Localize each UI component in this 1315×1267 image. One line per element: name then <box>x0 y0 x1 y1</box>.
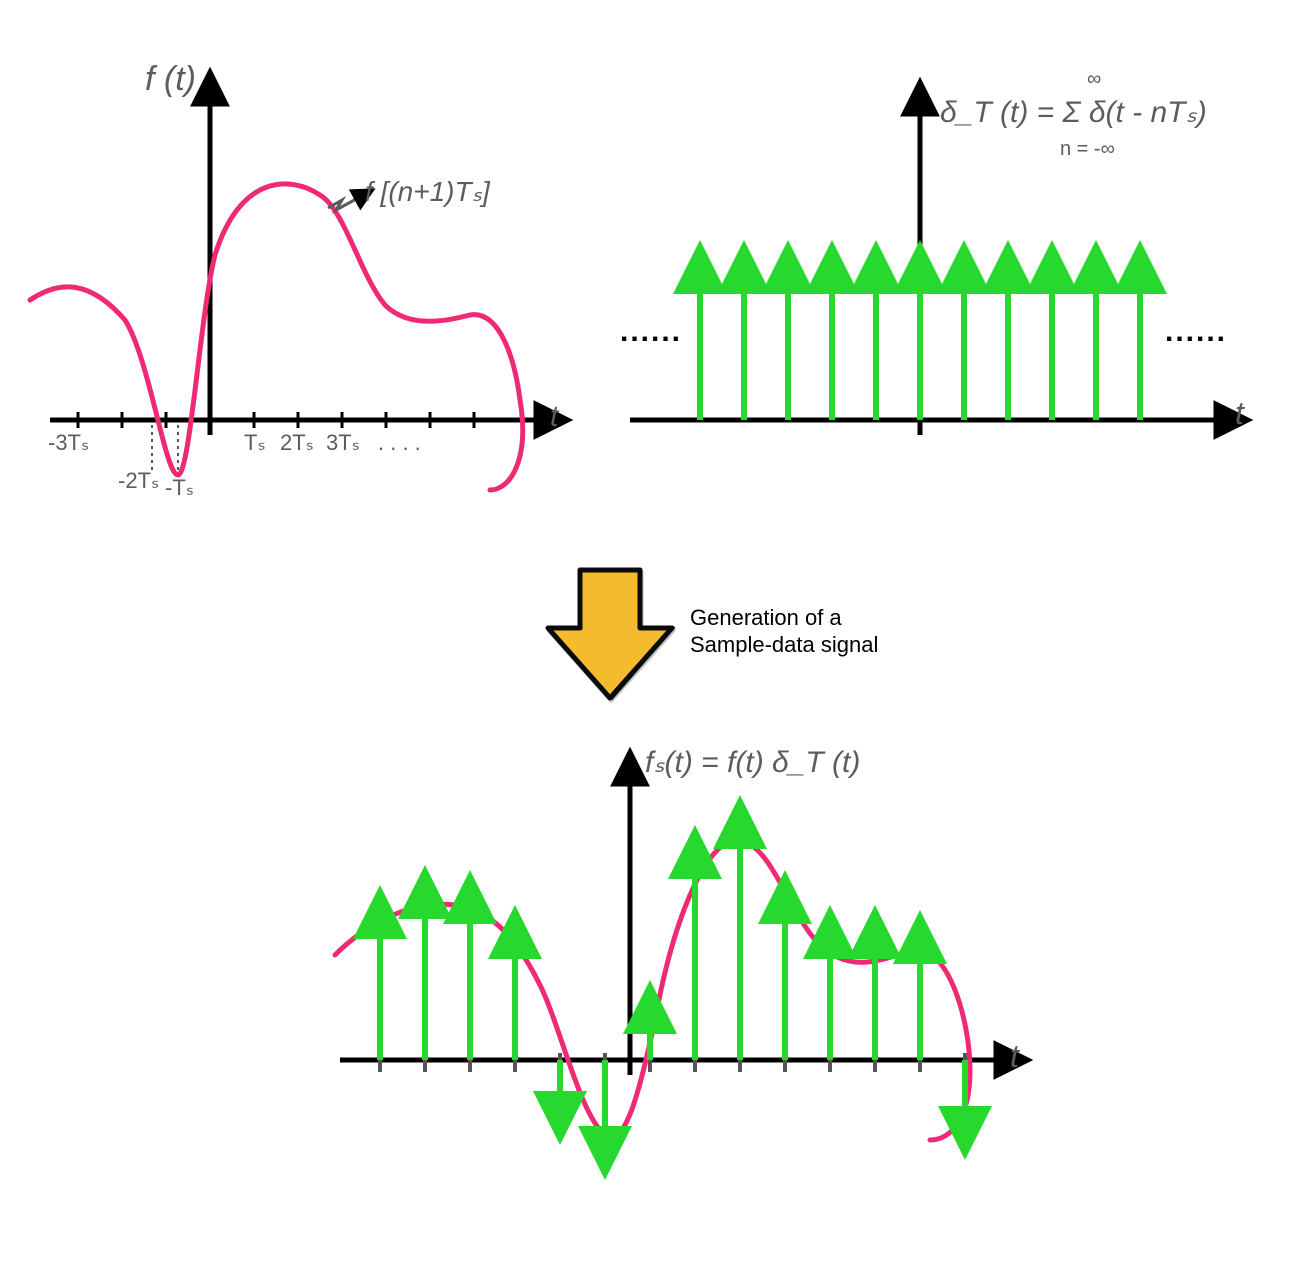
fs-formula: fₛ(t) = f(t) δ_T (t) <box>645 745 860 780</box>
delta-sum-top: ∞ <box>1087 68 1101 91</box>
down-arrow-svg <box>540 560 690 710</box>
delta-dots-right: ...... <box>1165 315 1227 349</box>
panel-delta: δ_T (t) = Σ δ(t - nTₛ) ∞ n = -∞ ...... .… <box>600 60 1280 480</box>
delta-impulses <box>700 285 1140 420</box>
ft-tick-p1: Tₛ <box>244 430 266 456</box>
fs-svg <box>270 740 1050 1240</box>
ft-tick-n3: -3Tₛ <box>48 430 89 456</box>
down-arrow-shape <box>548 570 672 698</box>
fs-impulses <box>380 840 965 1135</box>
panel-fs: fₛ(t) = f(t) δ_T (t) t <box>270 740 1050 1240</box>
ft-title: f (t) <box>145 60 196 99</box>
ft-tick-p3: 3Tₛ <box>326 430 360 456</box>
ft-tick-n1: -Tₛ <box>165 475 194 501</box>
ft-svg <box>30 60 570 530</box>
delta-dots-left: ...... <box>620 315 682 349</box>
fs-xlabel: t <box>1010 1038 1019 1075</box>
delta-xlabel: t <box>1235 395 1244 432</box>
delta-sum-bot: n = -∞ <box>1060 138 1115 161</box>
ft-sample-label: f [(n+1)Tₛ] <box>365 175 490 208</box>
arrow-label-1: Generation of a <box>690 605 842 631</box>
arrow-label-2: Sample-data signal <box>690 632 878 658</box>
ft-tick-n2: -2Tₛ <box>118 468 159 494</box>
ft-tick-p2: 2Tₛ <box>280 430 314 456</box>
delta-formula: δ_T (t) = Σ δ(t - nTₛ) <box>940 95 1207 130</box>
ft-xlabel: t <box>550 400 558 434</box>
panel-ft: f (t) f [(n+1)Tₛ] t -3Tₛ -2Tₛ -Tₛ Tₛ 2Tₛ… <box>30 60 570 530</box>
down-arrow-block: Generation of a Sample-data signal <box>540 560 940 710</box>
ft-curve <box>30 184 523 490</box>
ft-tick-dots: . . . . <box>378 430 421 456</box>
